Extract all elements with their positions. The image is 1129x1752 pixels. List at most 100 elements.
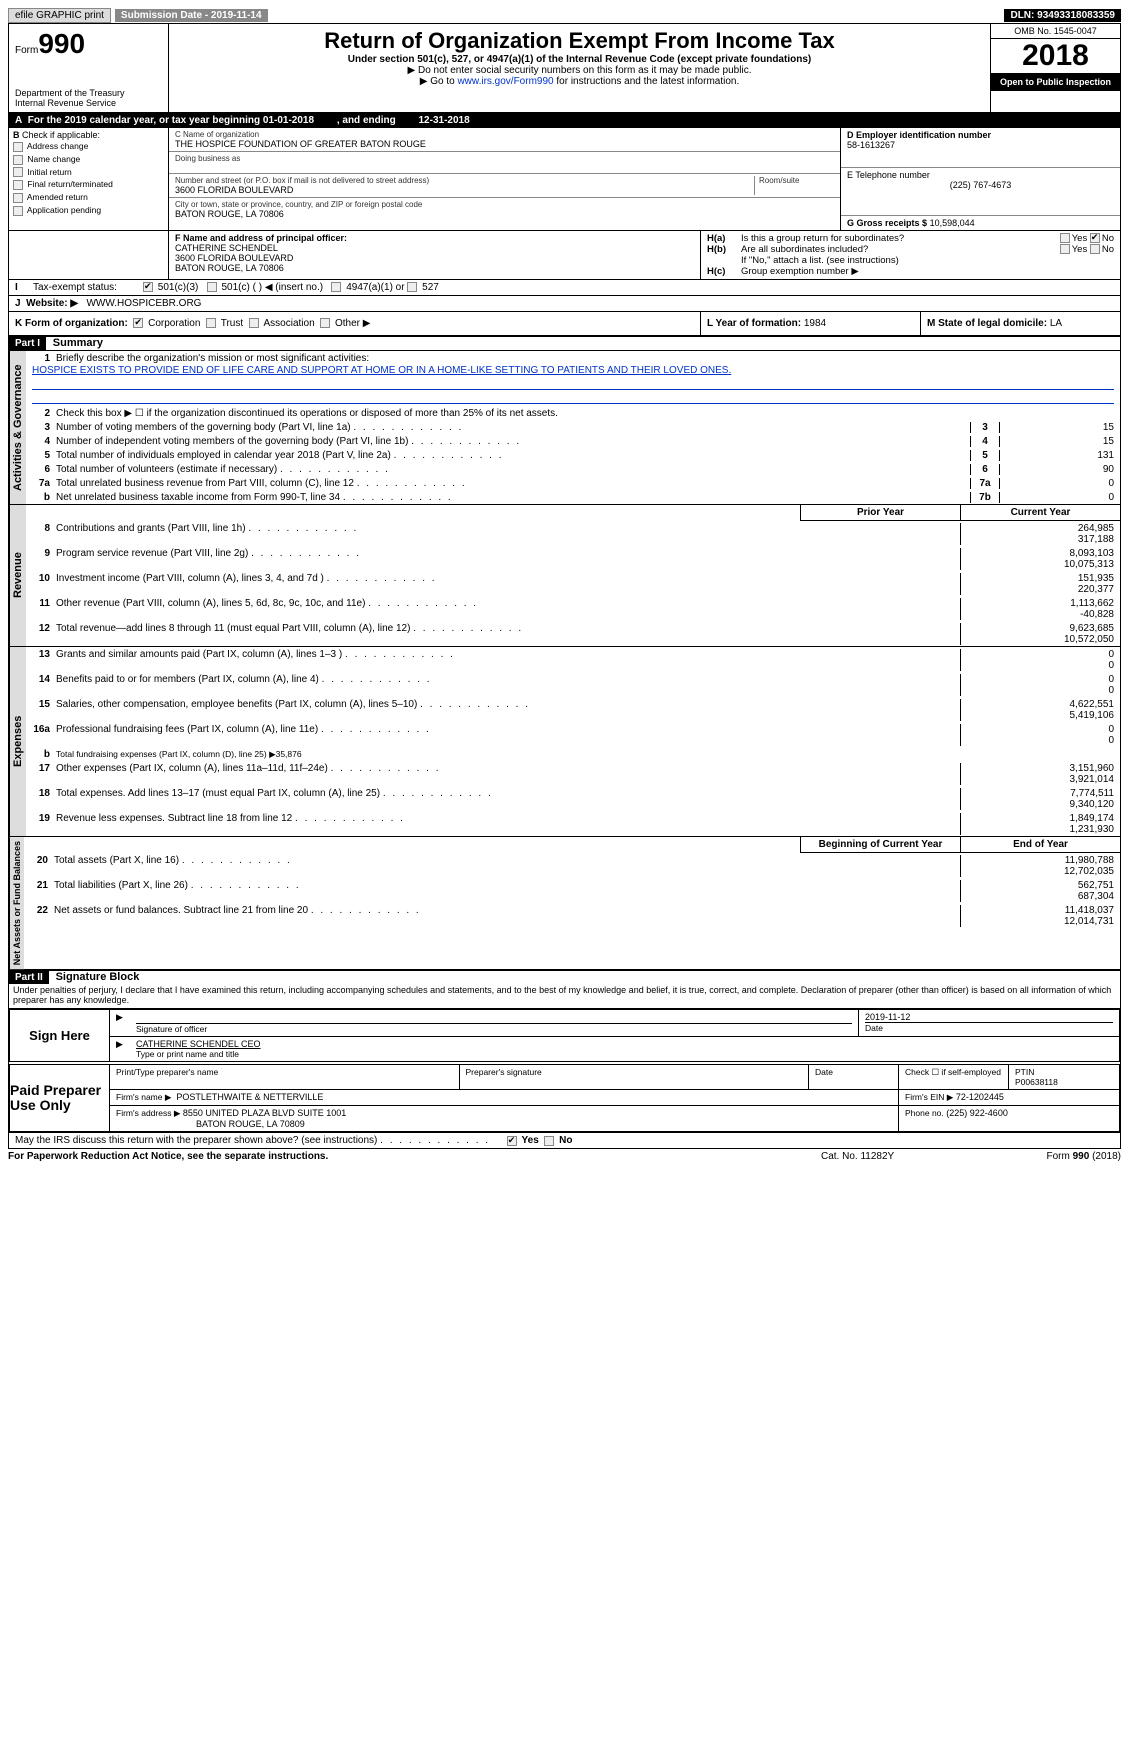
- data-line: 13Grants and similar amounts paid (Part …: [26, 647, 1120, 672]
- hb-label: Are all subordinates included?: [741, 244, 1060, 255]
- b-option: Final return/terminated: [13, 178, 164, 191]
- dln-label: DLN: 93493318083359: [1004, 9, 1121, 22]
- ha-yes: Yes: [1072, 233, 1088, 244]
- k-o2: Trust: [221, 318, 243, 329]
- data-line: 19Revenue less expenses. Subtract line 1…: [26, 811, 1120, 836]
- ha-no-checkbox[interactable]: [1090, 233, 1100, 243]
- i-501c-checkbox[interactable]: [207, 282, 217, 292]
- section-j: J Website: ▶ WWW.HOSPICEBR.ORG: [9, 296, 1120, 312]
- l-label: L Year of formation:: [707, 318, 801, 329]
- firm-addr2: BATON ROUGE, LA 70809: [116, 1119, 305, 1129]
- revenue-grid: Revenue Prior Year Current Year 8Contrib…: [9, 505, 1120, 647]
- i-o1: 501(c)(3): [158, 282, 199, 293]
- k-corp-checkbox[interactable]: [133, 318, 143, 328]
- a-begin: 01-01-2018: [263, 115, 314, 126]
- form-number: Form990: [15, 28, 162, 60]
- arrow-icon: [110, 1010, 130, 1036]
- j-label: Website: ▶: [26, 298, 78, 309]
- ein-value: 58-1613267: [847, 140, 895, 150]
- b-checkbox[interactable]: [13, 167, 23, 177]
- summary-line: bNet unrelated business taxable income f…: [26, 490, 1120, 504]
- discuss-text: May the IRS discuss this return with the…: [15, 1135, 377, 1146]
- l2-text: Check this box ▶ ☐ if the organization d…: [56, 408, 1120, 419]
- dots-icon: [380, 1135, 490, 1146]
- page-footer: For Paperwork Reduction Act Notice, see …: [8, 1149, 1121, 1164]
- k-label: K Form of organization:: [15, 318, 128, 329]
- discuss-row: May the IRS discuss this return with the…: [9, 1132, 1120, 1148]
- data-line: 8Contributions and grants (Part VIII, li…: [26, 521, 1120, 546]
- prep-date-label: Date: [809, 1065, 899, 1089]
- part2-hdr: Part II: [9, 971, 49, 984]
- firm-name-label: Firm's name ▶: [116, 1092, 171, 1102]
- irs-link[interactable]: www.irs.gov/Form990: [457, 76, 553, 87]
- k-o1: Corporation: [148, 318, 200, 329]
- k-assoc-checkbox[interactable]: [249, 318, 259, 328]
- header-left: Form990 Department of the Treasury Inter…: [9, 24, 169, 112]
- discuss-yes-checkbox[interactable]: [507, 1136, 517, 1146]
- i-527-checkbox[interactable]: [407, 282, 417, 292]
- block-fh: F Name and address of principal officer:…: [9, 231, 1120, 280]
- summary-line: 3Number of voting members of the governi…: [26, 420, 1120, 434]
- hb-yes-checkbox[interactable]: [1060, 244, 1070, 254]
- b-checkbox[interactable]: [13, 193, 23, 203]
- footer-mid: Cat. No. 11282Y: [821, 1151, 981, 1162]
- data-line: bTotal fundraising expenses (Part IX, co…: [26, 747, 1120, 761]
- prep-name-label: Print/Type preparer's name: [110, 1065, 460, 1089]
- street-label: Number and street (or P.O. box if mail i…: [175, 176, 754, 185]
- data-line: 9Program service revenue (Part VIII, lin…: [26, 546, 1120, 571]
- part2-header-row: Part II Signature Block: [9, 971, 1120, 984]
- i-o2: 501(c) ( ) ◀ (insert no.): [221, 282, 323, 293]
- a-and: , and ending: [317, 115, 419, 126]
- b-checkbox[interactable]: [13, 142, 23, 152]
- k-o4: Other ▶: [335, 318, 370, 329]
- firm-phone: (225) 922-4600: [946, 1108, 1008, 1118]
- governance-grid: Activities & Governance 1Briefly describ…: [9, 351, 1120, 505]
- k-trust-checkbox[interactable]: [206, 318, 216, 328]
- section-klm: K Form of organization: Corporation Trus…: [9, 312, 1120, 337]
- m-value: LA: [1050, 318, 1062, 329]
- website-value: WWW.HOSPICEBR.ORG: [86, 298, 201, 309]
- k-other-checkbox[interactable]: [320, 318, 330, 328]
- efile-graphic-label: efile GRAPHIC print: [8, 8, 111, 23]
- form-big: 990: [38, 28, 85, 59]
- discuss-no: No: [559, 1135, 572, 1146]
- hdr-current: Current Year: [960, 505, 1120, 521]
- rev-col-hdr: Prior Year Current Year: [26, 505, 1120, 521]
- sign-here-label: Sign Here: [10, 1010, 110, 1061]
- sign-here-block: Sign Here Signature of officer 2019-11-1…: [9, 1008, 1120, 1062]
- phone-value: (225) 767-4673: [847, 180, 1114, 190]
- b-checkbox[interactable]: [13, 155, 23, 165]
- data-line: 22Net assets or fund balances. Subtract …: [24, 903, 1120, 928]
- i-4947-checkbox[interactable]: [331, 282, 341, 292]
- tab-revenue: Revenue: [9, 505, 26, 646]
- b-checkbox[interactable]: [13, 180, 23, 190]
- form-subtitle-2: ▶ Do not enter social security numbers o…: [175, 65, 984, 76]
- hb-yes: Yes: [1072, 244, 1088, 255]
- a-pre: For the 2019 calendar year, or tax year …: [28, 115, 263, 126]
- paid-preparer-block: Paid Preparer Use Only Print/Type prepar…: [9, 1064, 1120, 1132]
- dept-treasury: Department of the Treasury: [15, 88, 162, 98]
- firm-addr1: 8550 UNITED PLAZA BLVD SUITE 1001: [183, 1108, 346, 1118]
- dept-irs: Internal Revenue Service: [15, 98, 162, 108]
- paid-preparer-label: Paid Preparer Use Only: [10, 1065, 110, 1131]
- b-checkbox[interactable]: [13, 206, 23, 216]
- i-501c3-checkbox[interactable]: [143, 282, 153, 292]
- mission-uline1: [32, 378, 1114, 390]
- hdr-endyear: End of Year: [960, 837, 1120, 853]
- open-to-public: Open to Public Inspection: [991, 73, 1120, 91]
- block-bcdeg: B Check if applicable: Address change Na…: [9, 128, 1120, 231]
- f-label: F Name and address of principal officer:: [175, 233, 347, 243]
- data-line: 14Benefits paid to or for members (Part …: [26, 672, 1120, 697]
- part1-title: Summary: [49, 335, 107, 351]
- hb-no-checkbox[interactable]: [1090, 244, 1100, 254]
- l-value: 1984: [804, 318, 826, 329]
- tab-expenses: Expenses: [9, 647, 26, 836]
- firm-addr-label: Firm's address ▶: [116, 1108, 180, 1118]
- c-name-label: C Name of organization: [175, 130, 834, 139]
- firm-phone-label: Phone no.: [905, 1108, 944, 1118]
- form-header: Form990 Department of the Treasury Inter…: [9, 24, 1120, 113]
- discuss-no-checkbox[interactable]: [544, 1136, 554, 1146]
- efile-top-bar: efile GRAPHIC print Submission Date - 20…: [8, 8, 1121, 23]
- ha-yes-checkbox[interactable]: [1060, 233, 1070, 243]
- summary-line: 4Number of independent voting members of…: [26, 434, 1120, 448]
